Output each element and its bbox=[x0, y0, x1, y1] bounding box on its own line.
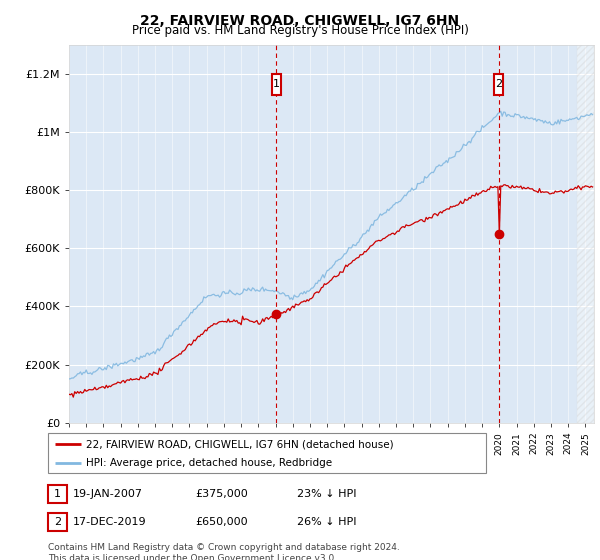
Text: 17-DEC-2019: 17-DEC-2019 bbox=[73, 517, 147, 527]
Text: 26% ↓ HPI: 26% ↓ HPI bbox=[297, 517, 356, 527]
Text: 19-JAN-2007: 19-JAN-2007 bbox=[73, 489, 143, 499]
Text: 2: 2 bbox=[495, 80, 502, 90]
Text: 23% ↓ HPI: 23% ↓ HPI bbox=[297, 489, 356, 499]
Text: Price paid vs. HM Land Registry's House Price Index (HPI): Price paid vs. HM Land Registry's House … bbox=[131, 24, 469, 36]
Text: 22, FAIRVIEW ROAD, CHIGWELL, IG7 6HN: 22, FAIRVIEW ROAD, CHIGWELL, IG7 6HN bbox=[140, 14, 460, 28]
Text: HPI: Average price, detached house, Redbridge: HPI: Average price, detached house, Redb… bbox=[86, 458, 332, 468]
Text: 2: 2 bbox=[54, 517, 61, 527]
Text: 22, FAIRVIEW ROAD, CHIGWELL, IG7 6HN (detached house): 22, FAIRVIEW ROAD, CHIGWELL, IG7 6HN (de… bbox=[86, 439, 394, 449]
Text: Contains HM Land Registry data © Crown copyright and database right 2024.
This d: Contains HM Land Registry data © Crown c… bbox=[48, 543, 400, 560]
Text: £375,000: £375,000 bbox=[195, 489, 248, 499]
Text: 1: 1 bbox=[273, 80, 280, 90]
Text: £650,000: £650,000 bbox=[195, 517, 248, 527]
Bar bbox=[494, 73, 503, 95]
Bar bbox=[272, 73, 281, 95]
Text: 1: 1 bbox=[54, 489, 61, 499]
